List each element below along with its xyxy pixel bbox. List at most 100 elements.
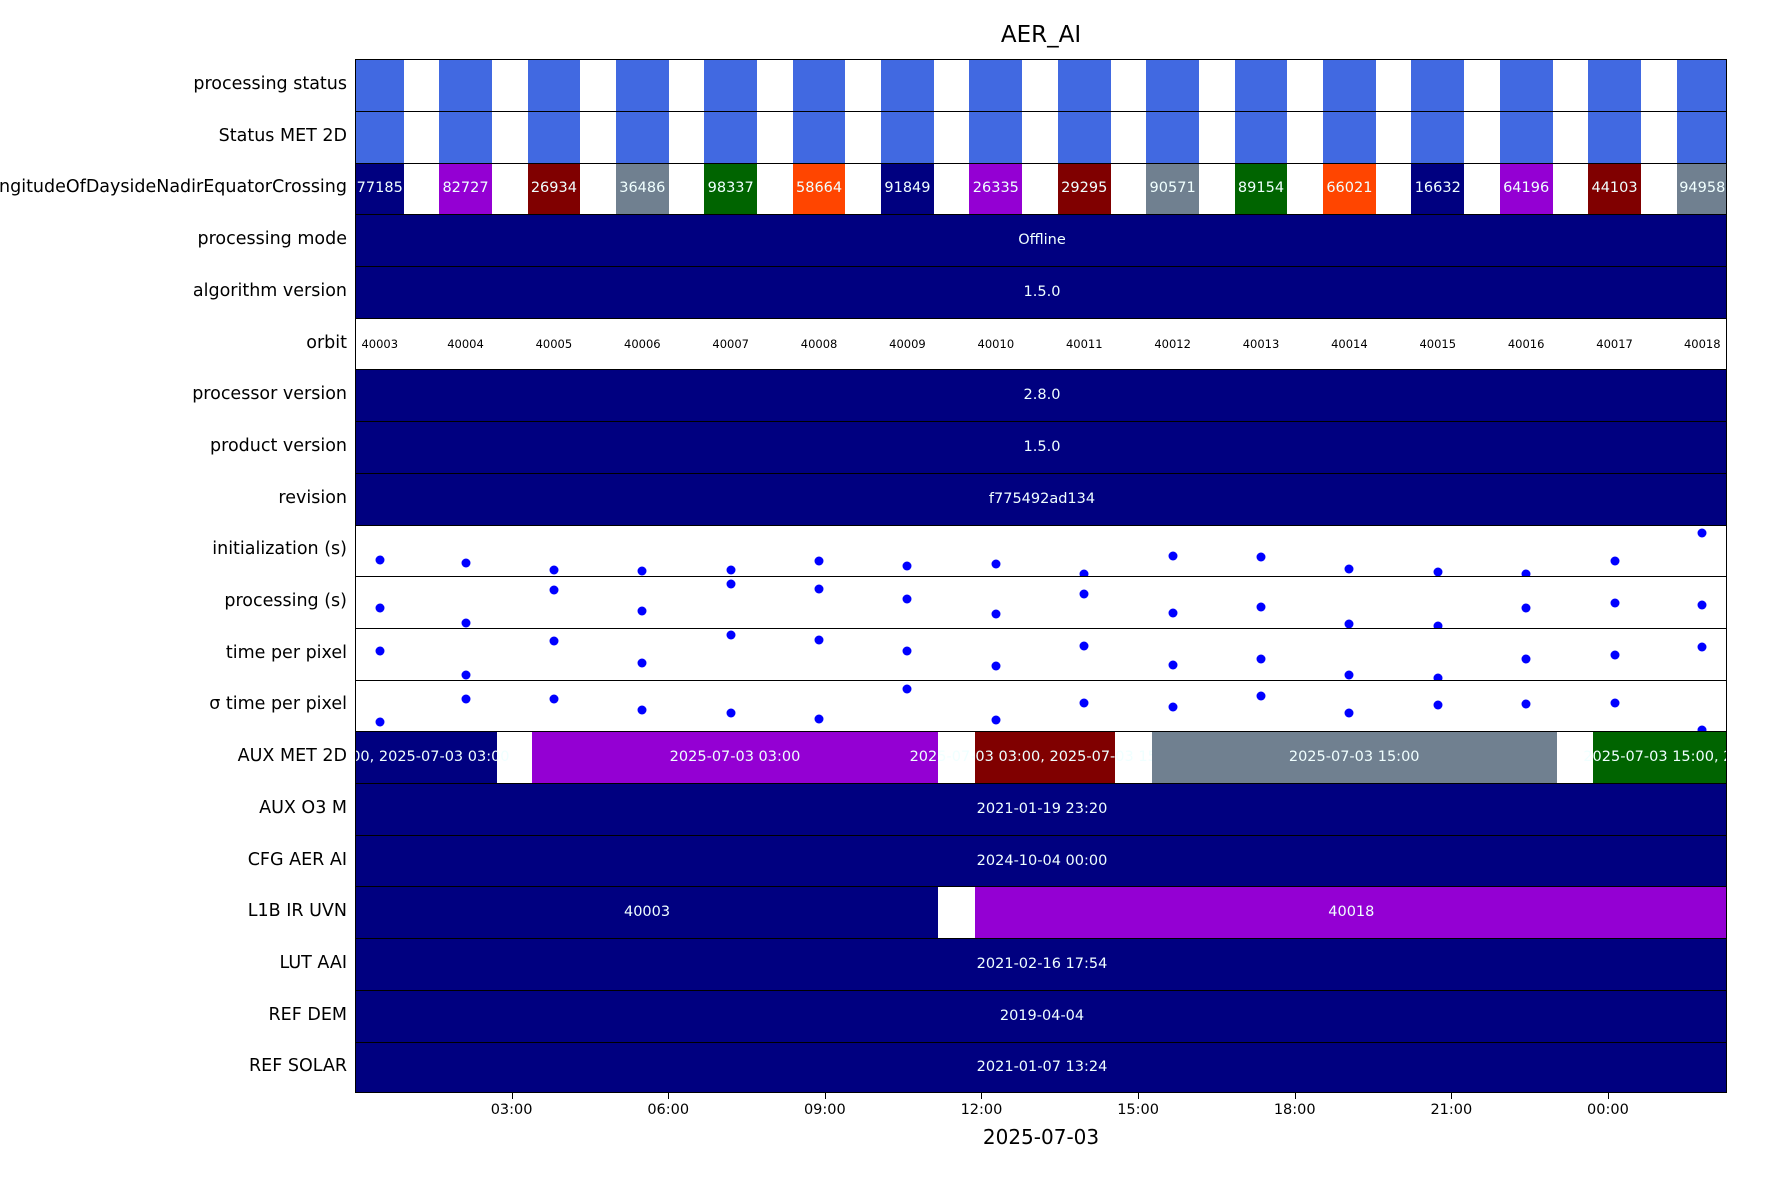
bar	[356, 215, 1726, 267]
row-labels: processing status Status MET 2D longitudeO…	[0, 59, 347, 1093]
row-uniform: 2019-04-04	[356, 990, 1726, 1043]
row-uniform: 2024-10-04 00:00	[356, 835, 1726, 888]
data-point	[1610, 598, 1620, 608]
data-point	[1344, 708, 1354, 718]
orbit-block	[1146, 60, 1199, 112]
orbit-block	[615, 111, 669, 164]
data-point	[1610, 698, 1620, 708]
row-label: time per pixel	[225, 642, 347, 663]
data-point	[549, 636, 559, 646]
data-point	[1079, 641, 1089, 651]
data-point	[1344, 619, 1354, 629]
segment-label: 2025-07-02 15:00, 2025-07-03 03:00	[356, 749, 510, 766]
row-uniform: 2021-01-07 13:24	[356, 1042, 1726, 1092]
x-tick-label: 21:00	[1430, 1102, 1473, 1118]
orbit-block	[439, 163, 492, 216]
orbit-block	[439, 60, 492, 112]
bar	[356, 473, 1726, 526]
x-tick	[511, 1093, 513, 1099]
orbit-block	[969, 111, 1023, 164]
bar	[356, 938, 1726, 991]
data-point	[549, 565, 559, 575]
data-point	[814, 714, 824, 724]
row-label: L1B IR UVN	[247, 901, 347, 922]
row-label: longitudeOfDaysideNadirEquatorCrossing	[0, 177, 347, 198]
orbit-block	[1323, 60, 1376, 112]
row-divider	[356, 369, 1726, 371]
orbit-block	[1234, 111, 1288, 164]
data-point	[726, 565, 736, 575]
segment	[974, 732, 1116, 784]
row-scatter	[356, 525, 1726, 577]
row-scatter	[356, 680, 1726, 733]
data-point	[1079, 589, 1089, 599]
orbit-block	[1588, 163, 1641, 216]
data-point	[991, 559, 1001, 569]
x-tick	[1451, 1093, 1453, 1099]
data-point	[461, 618, 471, 628]
data-point	[375, 717, 385, 727]
data-point	[1433, 700, 1443, 710]
row-divider	[356, 679, 1726, 681]
orbit-label: 40011	[1065, 336, 1103, 351]
row-label: REF DEM	[268, 1004, 347, 1025]
row-label: processing (s)	[224, 591, 347, 611]
orbit-block	[704, 60, 758, 112]
orbit-block	[1676, 111, 1726, 164]
bar	[356, 990, 1726, 1043]
bar	[356, 783, 1726, 836]
orbit-block	[356, 163, 404, 216]
row-scatter	[356, 629, 1726, 681]
data-point	[991, 661, 1001, 671]
orbit-label: 40007	[712, 336, 749, 351]
orbit-block	[704, 163, 758, 216]
orbit-label: 40016	[1507, 336, 1545, 351]
orbit-block	[881, 111, 934, 164]
bar	[356, 1042, 1726, 1092]
data-point	[726, 708, 736, 718]
segment-label: 2025-07-03 15:00, 2025-07-04 03:00	[1583, 749, 1726, 766]
data-point	[1433, 621, 1443, 629]
segment-label: 2025-07-03 03:00, 2025-07-03 15:00	[909, 749, 1181, 766]
row-segments: 2025-07-02 15:00, 2025-07-03 03:00 2025-0…	[356, 732, 1726, 784]
orbit-label: 40003	[361, 336, 399, 351]
orbit-block	[1588, 60, 1641, 112]
block-label: 64196	[1503, 180, 1550, 197]
row-label: processing mode	[197, 229, 347, 250]
data-point	[637, 658, 647, 668]
row-label: σ time per pixel	[209, 694, 347, 715]
data-point	[461, 558, 471, 568]
orbit-block	[969, 163, 1023, 216]
orbit-block	[1057, 60, 1111, 112]
bar-label: 1.5.0	[1023, 438, 1061, 455]
x-tick-label: 06:00	[647, 1102, 690, 1118]
x-tick	[824, 1093, 826, 1099]
chart-title: AER_AI	[1000, 22, 1082, 48]
data-point	[1079, 569, 1089, 577]
orbit-block	[615, 163, 669, 216]
row-orbitlabels: 40003 40004 40005 40006 40007 40008 40009 40010…	[356, 319, 1726, 371]
data-point	[1344, 564, 1354, 574]
block-label: 16632	[1414, 180, 1461, 197]
x-tick	[1607, 1093, 1609, 1099]
data-point	[726, 630, 736, 640]
orbit-block	[1499, 111, 1553, 164]
plot-area: 77185 82727 26934 36486 98337 58664 91849 26335…	[355, 59, 1727, 1093]
data-point	[814, 556, 824, 566]
row-uniform: 2021-01-19 23:20	[356, 783, 1726, 836]
bar-label: 2.8.0	[1023, 387, 1061, 404]
bar	[356, 421, 1726, 474]
row-divider	[356, 1041, 1726, 1043]
data-point	[637, 606, 647, 616]
row-label: CFG AER AI	[247, 849, 347, 870]
data-point	[726, 579, 736, 589]
row-uniform: 1.5.0	[356, 421, 1726, 474]
row-uniform: Offline	[356, 215, 1726, 267]
data-point	[1344, 670, 1354, 680]
x-tick-label: 12:00	[960, 1102, 1003, 1118]
row-divider	[356, 266, 1726, 268]
block-label: 94958	[1679, 180, 1726, 197]
orbit-label: 40018	[1683, 336, 1721, 351]
data-point	[1079, 698, 1089, 708]
orbit-block	[881, 60, 934, 112]
